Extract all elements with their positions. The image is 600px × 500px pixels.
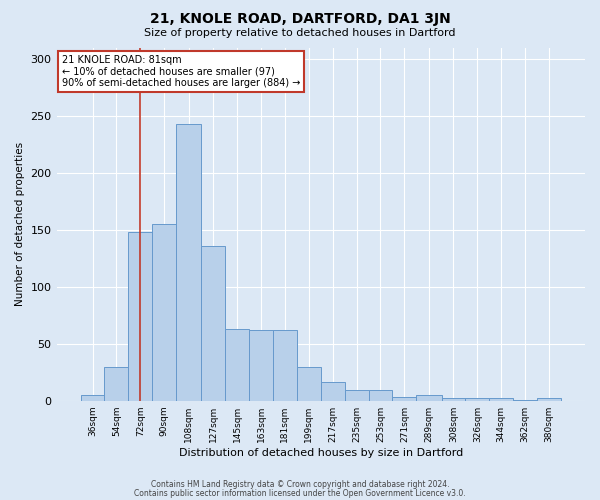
- Bar: [273, 330, 297, 400]
- Text: Contains public sector information licensed under the Open Government Licence v3: Contains public sector information licen…: [134, 488, 466, 498]
- Bar: [368, 390, 392, 400]
- Bar: [490, 398, 513, 400]
- Bar: [321, 382, 344, 400]
- Y-axis label: Number of detached properties: Number of detached properties: [15, 142, 25, 306]
- Bar: [297, 366, 321, 400]
- Bar: [128, 232, 152, 400]
- Text: Size of property relative to detached houses in Dartford: Size of property relative to detached ho…: [144, 28, 456, 38]
- Bar: [80, 395, 104, 400]
- Bar: [442, 398, 466, 400]
- Text: 21, KNOLE ROAD, DARTFORD, DA1 3JN: 21, KNOLE ROAD, DARTFORD, DA1 3JN: [149, 12, 451, 26]
- Bar: [225, 329, 249, 400]
- Bar: [344, 390, 368, 400]
- Bar: [416, 395, 442, 400]
- Text: Contains HM Land Registry data © Crown copyright and database right 2024.: Contains HM Land Registry data © Crown c…: [151, 480, 449, 489]
- Text: 21 KNOLE ROAD: 81sqm
← 10% of detached houses are smaller (97)
90% of semi-detac: 21 KNOLE ROAD: 81sqm ← 10% of detached h…: [62, 54, 300, 88]
- Bar: [466, 398, 490, 400]
- Bar: [249, 330, 273, 400]
- Bar: [152, 224, 176, 400]
- Bar: [537, 398, 561, 400]
- X-axis label: Distribution of detached houses by size in Dartford: Distribution of detached houses by size …: [179, 448, 463, 458]
- Bar: [202, 246, 225, 400]
- Bar: [392, 398, 416, 400]
- Bar: [176, 124, 202, 400]
- Bar: [104, 366, 128, 400]
